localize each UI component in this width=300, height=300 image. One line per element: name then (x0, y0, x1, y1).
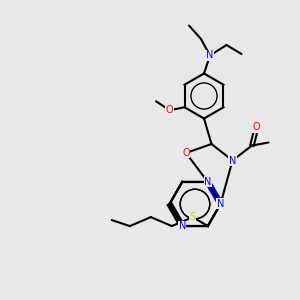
Text: O: O (253, 122, 260, 133)
Text: O: O (166, 105, 173, 115)
Text: O: O (182, 148, 190, 158)
Text: S: S (190, 212, 196, 222)
Text: N: N (178, 221, 186, 231)
Text: N: N (229, 155, 236, 166)
Text: N: N (217, 199, 224, 209)
Text: N: N (204, 177, 212, 187)
Text: N: N (206, 50, 214, 61)
